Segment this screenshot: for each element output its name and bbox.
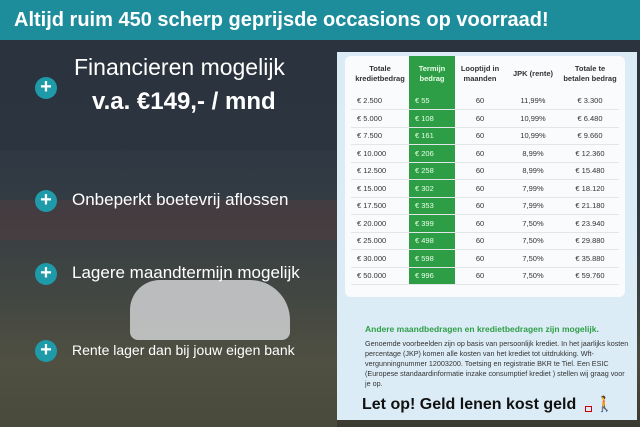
plus-icon: + xyxy=(35,190,57,212)
table-cell: € 10.000 xyxy=(351,144,409,163)
table-cell: 60 xyxy=(455,249,505,268)
table-cell: 60 xyxy=(455,214,505,233)
table-cell: € 35.880 xyxy=(561,249,619,268)
table-row: € 2.500 € 55 60 11,99% € 3.300 xyxy=(351,92,619,110)
table-cell: 60 xyxy=(455,179,505,198)
banner: Altijd ruim 450 scherp geprijsde occasio… xyxy=(0,0,640,40)
table-cell: € 12.360 xyxy=(561,144,619,163)
col-header: Totale te betalen bedrag xyxy=(563,64,617,83)
loan-table: Totale kredietbedrag Termijn bedrag Loop… xyxy=(351,56,619,285)
table-cell: € 996 xyxy=(409,267,455,285)
table-row: € 7.500 € 161 60 10,99% € 9.660 xyxy=(351,127,619,145)
table-cell: € 15.000 xyxy=(351,179,409,198)
col-header: Totale kredietbedrag xyxy=(355,64,405,83)
table-cell: 11,99% xyxy=(505,92,561,110)
table-row: € 50.000 € 996 60 7,50% € 59.760 xyxy=(351,267,619,285)
table-cell: € 302 xyxy=(409,179,455,198)
plus-icon: + xyxy=(35,340,57,362)
table-cell: € 353 xyxy=(409,197,455,215)
table-cell: € 55 xyxy=(409,92,455,110)
table-row: € 12.500 € 258 60 8,99% € 15.480 xyxy=(351,162,619,180)
dealer-sign xyxy=(0,200,337,240)
table-cell: 60 xyxy=(455,144,505,163)
table-cell: 7,50% xyxy=(505,232,561,250)
table-cell: € 7.500 xyxy=(351,127,409,145)
feature-financing: Financieren mogelijk xyxy=(74,54,285,80)
table-row: € 25.000 € 498 60 7,50% € 29.880 xyxy=(351,232,619,250)
table-cell: € 12.500 xyxy=(351,162,409,180)
table-cell: € 498 xyxy=(409,232,455,250)
table-row: € 5.000 € 108 60 10,99% € 6.480 xyxy=(351,109,619,128)
table-cell: € 59.760 xyxy=(561,267,619,285)
table-cell: € 108 xyxy=(409,109,455,128)
table-cell: € 29.880 xyxy=(561,232,619,250)
table-cell: € 258 xyxy=(409,162,455,180)
table-cell: 10,99% xyxy=(505,109,561,128)
table-cell: 8,99% xyxy=(505,144,561,163)
feature-repay: Onbeperkt boetevrij aflossen xyxy=(72,190,289,209)
table-cell: 60 xyxy=(455,267,505,285)
car-image xyxy=(130,280,290,340)
table-cell: € 5.000 xyxy=(351,109,409,128)
table-cell: € 50.000 xyxy=(351,267,409,285)
col-header: Looptijd in maanden xyxy=(460,64,500,83)
feature-lower-term: Lagere maandtermijn mogelijk xyxy=(72,263,300,282)
plus-icon: + xyxy=(35,263,57,285)
table-cell: € 399 xyxy=(409,214,455,233)
table-cell: € 21.180 xyxy=(561,197,619,215)
col-header: JPK (rente) xyxy=(512,69,553,78)
table-cell: 8,99% xyxy=(505,162,561,180)
table-cell: 60 xyxy=(455,127,505,145)
warning-logo-box xyxy=(585,406,592,412)
table-cell: € 30.000 xyxy=(351,249,409,268)
feature-price: v.a. €149,- / mnd xyxy=(92,88,276,115)
table-cell: 10,99% xyxy=(505,127,561,145)
table-cell: 60 xyxy=(455,232,505,250)
table-cell: 60 xyxy=(455,197,505,215)
table-cell: 7,99% xyxy=(505,197,561,215)
table-cell: 7,99% xyxy=(505,179,561,198)
table-cell: € 598 xyxy=(409,249,455,268)
table-cell: € 23.940 xyxy=(561,214,619,233)
table-cell: € 3.300 xyxy=(561,92,619,110)
table-cell: 60 xyxy=(455,162,505,180)
table-row: € 15.000 € 302 60 7,99% € 18.120 xyxy=(351,179,619,198)
table-row: € 10.000 € 206 60 8,99% € 12.360 xyxy=(351,144,619,163)
table-cell: 7,50% xyxy=(505,214,561,233)
table-cell: 60 xyxy=(455,92,505,110)
table-cell: € 25.000 xyxy=(351,232,409,250)
table-cell: € 20.000 xyxy=(351,214,409,233)
note-title: Andere maandbedragen en kredietbedragen … xyxy=(365,324,599,334)
walking-person-icon: 🚶 xyxy=(595,396,614,413)
table-row: € 17.500 € 353 60 7,99% € 21.180 xyxy=(351,197,619,215)
table-cell: € 9.660 xyxy=(561,127,619,145)
warning: Let op! Geld lenen kost geld xyxy=(362,396,577,413)
table-cell: € 6.480 xyxy=(561,109,619,128)
col-header: Termijn bedrag xyxy=(409,56,455,92)
table-cell: € 17.500 xyxy=(351,197,409,215)
table-cell: 7,50% xyxy=(505,249,561,268)
table-cell: 60 xyxy=(455,109,505,128)
table-cell: € 15.480 xyxy=(561,162,619,180)
table-cell: € 206 xyxy=(409,144,455,163)
table-row: € 20.000 € 399 60 7,50% € 23.940 xyxy=(351,214,619,233)
table-cell: 7,50% xyxy=(505,267,561,285)
table-row: € 30.000 € 598 60 7,50% € 35.880 xyxy=(351,249,619,268)
disclaimer: Genoemde voorbeelden zijn op basis van p… xyxy=(365,339,629,388)
table-cell: € 161 xyxy=(409,127,455,145)
feature-rate: Rente lager dan bij jouw eigen bank xyxy=(72,342,295,358)
table-cell: € 18.120 xyxy=(561,179,619,198)
plus-icon: + xyxy=(35,77,57,99)
table-cell: € 2.500 xyxy=(351,92,409,110)
